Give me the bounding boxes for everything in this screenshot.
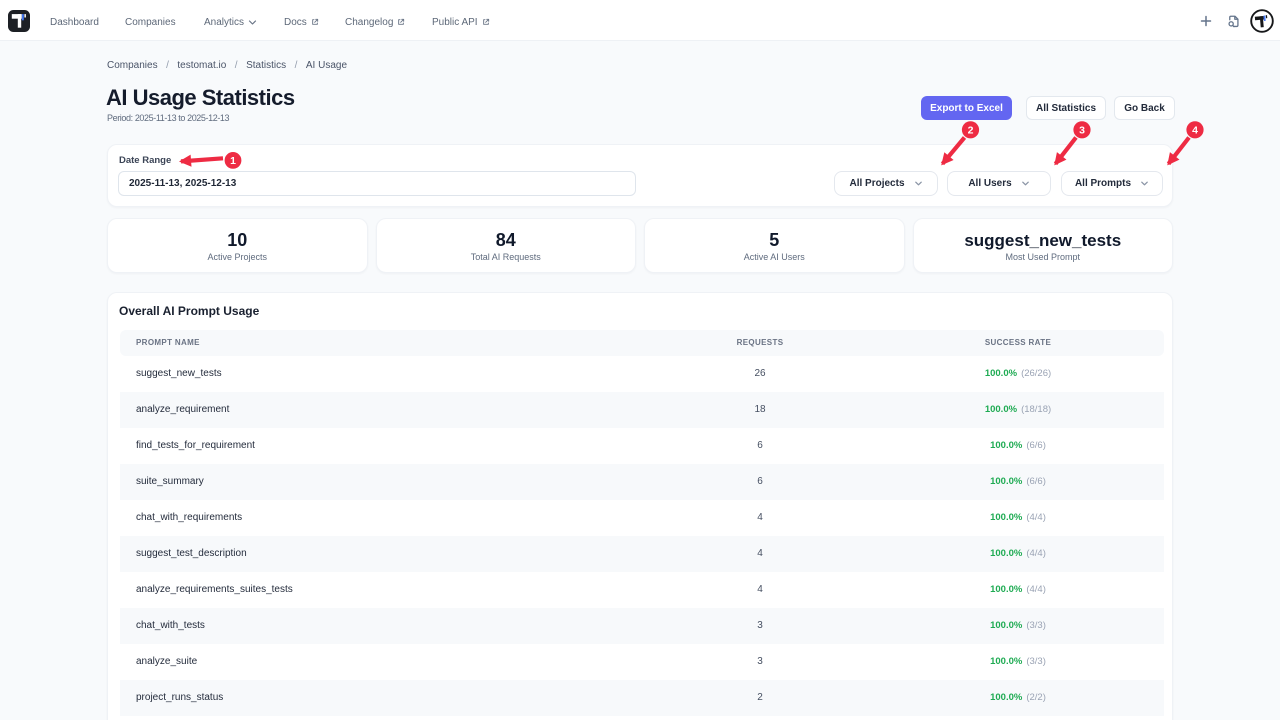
svg-text:3: 3: [1079, 124, 1085, 136]
svg-text:4: 4: [1192, 124, 1198, 136]
svg-text:2: 2: [968, 124, 974, 136]
